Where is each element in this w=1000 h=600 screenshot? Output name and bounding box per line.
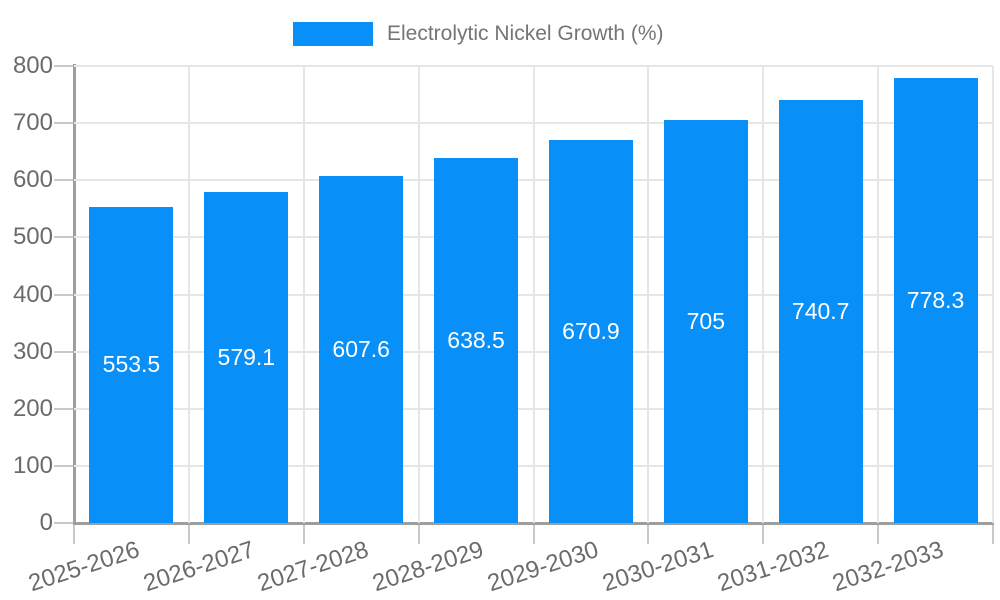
bar: 607.6 [319, 175, 404, 523]
bar-value-label: 778.3 [906, 287, 965, 314]
bar-value-label: 670.9 [562, 317, 620, 344]
y-tick-mark [54, 122, 73, 125]
legend-swatch [293, 22, 373, 46]
x-gridline [302, 66, 305, 523]
bar: 553.5 [89, 206, 174, 523]
x-tick-mark [73, 525, 75, 544]
bar-value-label: 638.5 [447, 327, 505, 354]
y-tick-label: 400 [12, 280, 53, 308]
bar: 579.1 [204, 192, 289, 523]
x-tick-mark [302, 525, 305, 544]
y-tick-mark [54, 522, 73, 524]
y-tick-label: 100 [12, 451, 53, 479]
bar-value-label: 740.7 [791, 297, 850, 324]
bar-value-label: 607.6 [332, 335, 390, 362]
x-tick-label: 2032-2033 [829, 536, 947, 598]
x-tick-label: 2030-2031 [599, 536, 717, 598]
x-tick-label: 2031-2032 [714, 536, 832, 598]
y-tick-label: 200 [12, 394, 53, 422]
x-gridline [187, 66, 190, 523]
x-tick-label: 2027-2028 [254, 536, 373, 598]
x-tick-mark [647, 525, 650, 544]
bar: 778.3 [893, 78, 978, 523]
y-tick-label: 0 [39, 509, 53, 536]
x-tick-mark [762, 525, 765, 544]
y-tick-mark [54, 293, 73, 296]
bar: 670.9 [548, 139, 633, 523]
y-tick-label: 800 [12, 52, 53, 79]
y-tick-mark [54, 65, 73, 67]
y-tick-label: 500 [12, 223, 53, 251]
x-gridline [417, 66, 420, 523]
x-tick-mark [532, 525, 535, 544]
legend-label: Electrolytic Nickel Growth (%) [387, 22, 664, 45]
y-tick-label: 300 [12, 337, 53, 365]
bar: 638.5 [434, 158, 519, 523]
x-tick-label: 2026-2027 [139, 536, 258, 598]
x-tick-mark [417, 525, 420, 544]
legend: Electrolytic Nickel Growth (%) [293, 22, 664, 46]
bar-value-label: 553.5 [102, 351, 161, 378]
x-tick-label: 2025-2026 [24, 536, 143, 598]
x-tick-mark [992, 525, 994, 544]
x-gridline [532, 66, 535, 523]
x-gridline [877, 66, 880, 523]
bar: 705 [663, 120, 748, 523]
y-tick-label: 700 [12, 109, 53, 137]
x-gridline [762, 66, 765, 523]
x-tick-label: 2029-2030 [484, 536, 602, 598]
bar-value-label: 705 [686, 308, 725, 335]
y-tick-mark [54, 350, 73, 353]
bar-value-label: 579.1 [217, 344, 276, 371]
bar: 740.7 [778, 99, 863, 523]
y-tick-label: 600 [12, 166, 53, 194]
y-tick-mark [54, 464, 73, 467]
x-gridline [647, 66, 650, 523]
x-gridline [992, 66, 994, 523]
x-tick-mark [877, 525, 880, 544]
y-tick-mark [54, 407, 73, 410]
y-tick-mark [54, 179, 73, 182]
y-tick-mark [54, 236, 73, 239]
x-tick-label: 2028-2029 [369, 536, 488, 598]
x-tick-mark [187, 525, 190, 544]
x-axis-line [73, 522, 994, 525]
